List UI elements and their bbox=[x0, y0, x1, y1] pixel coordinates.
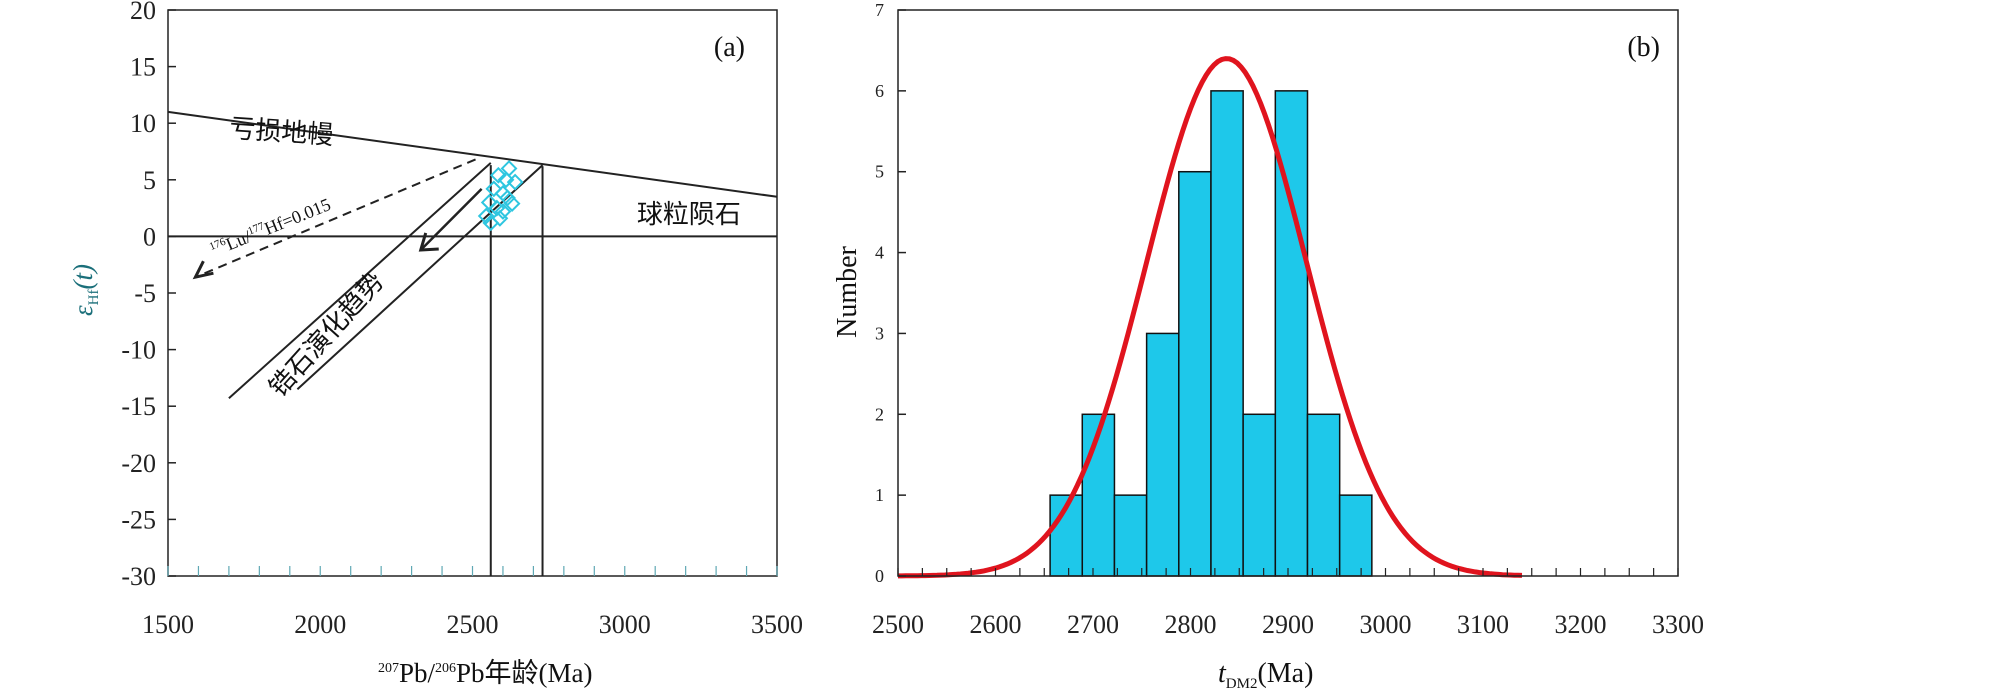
x-label-tail: (Ma) bbox=[1257, 658, 1313, 689]
zircon-band-left bbox=[228, 162, 492, 400]
lu-hf-tail: Hf=0.015 bbox=[261, 194, 333, 239]
data-point bbox=[506, 173, 524, 191]
x-label-main: t bbox=[1218, 658, 1227, 689]
y-tick-label: 5 bbox=[143, 166, 156, 195]
histogram-bar bbox=[1145, 332, 1180, 577]
y-tick-label: 6 bbox=[875, 81, 884, 101]
y-tick-label: 0 bbox=[875, 566, 884, 586]
histogram-bar bbox=[1081, 413, 1116, 577]
y-label-sub: Hf bbox=[86, 290, 102, 306]
data-point bbox=[494, 203, 512, 220]
panel-a-x-ticks: 1500 2000 2500 3000 3500 bbox=[142, 566, 803, 639]
x-label-mid1: Pb/ bbox=[399, 658, 436, 688]
y-tick-label: 2 bbox=[875, 404, 884, 424]
panel-b: 0 1 2 3 4 5 6 7 2500 2600 2700 2800 2900 3000 3100 320… bbox=[832, 0, 1704, 692]
histogram-bar bbox=[1306, 413, 1341, 577]
panel-a-x-label: 207Pb/206Pb年龄(Ma) bbox=[378, 658, 593, 688]
zircon-trend-label: 锆石演化趋势 bbox=[264, 267, 391, 403]
y-tick-label: -10 bbox=[121, 336, 156, 365]
y-tick-label: 7 bbox=[875, 0, 884, 20]
x-tick-label: 3100 bbox=[1457, 610, 1509, 639]
x-tick-label: 2800 bbox=[1165, 610, 1217, 639]
panel-a: 20 15 10 5 0 -5 -10 -15 -20 -25 -30 1500 2000 2500 30… bbox=[68, 0, 803, 688]
x-label-sup2: 206 bbox=[435, 661, 456, 676]
panel-b-x-label: tDM2(Ma) bbox=[1218, 658, 1313, 692]
histogram-bar bbox=[1338, 494, 1373, 577]
data-point bbox=[499, 189, 516, 207]
panel-b-bars bbox=[1049, 90, 1373, 577]
data-point bbox=[477, 207, 495, 225]
x-tick-label: 3500 bbox=[751, 610, 803, 639]
panel-b-x-ticks: 2500 2600 2700 2800 2900 3000 3100 3200 3300 bbox=[872, 568, 1704, 639]
panel-b-y-ticks: 0 1 2 3 4 5 6 7 bbox=[875, 0, 906, 586]
zircon-band-right bbox=[296, 164, 544, 390]
x-tick-label: 2700 bbox=[1067, 610, 1119, 639]
normal-fit-curve bbox=[898, 56, 1523, 579]
depleted-mantle-line bbox=[167, 110, 778, 198]
depleted-mantle-label: 亏损地幔 bbox=[228, 114, 334, 151]
x-tick-label: 2500 bbox=[447, 610, 499, 639]
lu-hf-sup2: 177 bbox=[246, 220, 266, 237]
panel-a-frame bbox=[167, 9, 778, 577]
panel-b-label: (b) bbox=[1627, 32, 1660, 63]
y-tick-label: -20 bbox=[121, 449, 156, 478]
panel-a-lines bbox=[167, 110, 778, 576]
x-tick-label: 3300 bbox=[1652, 610, 1704, 639]
histogram-bar bbox=[1178, 170, 1212, 577]
lu-hf-dashed-line bbox=[195, 158, 476, 279]
data-point bbox=[489, 166, 507, 184]
y-tick-label: 1 bbox=[875, 485, 884, 505]
x-tick-label: 2500 bbox=[872, 610, 924, 639]
x-label-sub: DM2 bbox=[1226, 676, 1258, 692]
data-point bbox=[494, 184, 512, 202]
x-tick-label: 3200 bbox=[1555, 610, 1607, 639]
y-label-main: ε bbox=[68, 305, 98, 316]
data-point bbox=[503, 195, 521, 212]
panel-b-y-label: Number bbox=[832, 245, 863, 337]
x-tick-label: 3000 bbox=[599, 610, 651, 639]
trend-arrowhead bbox=[418, 232, 439, 252]
y-tick-label: 5 bbox=[875, 162, 884, 182]
y-tick-label: 0 bbox=[143, 222, 156, 251]
y-tick-label: -25 bbox=[121, 505, 156, 534]
y-label-tail: (t) bbox=[68, 264, 98, 289]
data-point bbox=[497, 171, 515, 189]
data-point bbox=[500, 160, 518, 177]
x-tick-label: 2000 bbox=[294, 610, 346, 639]
data-point bbox=[480, 194, 498, 211]
y-tick-label: -15 bbox=[121, 392, 156, 421]
x-label-sup1: 207 bbox=[378, 661, 399, 676]
chondrite-label: 球粒陨石 bbox=[637, 200, 741, 230]
lu-hf-sup1: 176 bbox=[208, 236, 228, 253]
y-tick-label: 10 bbox=[130, 109, 156, 138]
panel-a-label: (a) bbox=[714, 32, 745, 63]
x-tick-label: 1500 bbox=[142, 610, 194, 639]
y-tick-label: 20 bbox=[130, 0, 156, 25]
x-tick-label: 2900 bbox=[1262, 610, 1314, 639]
data-point bbox=[485, 180, 503, 198]
panel-a-y-label: εHf(t) bbox=[68, 264, 102, 316]
y-tick-label: 15 bbox=[130, 53, 156, 82]
lu-hf-arrowhead bbox=[192, 260, 214, 280]
x-tick-label: 2600 bbox=[970, 610, 1022, 639]
panel-a-y-ticks: 20 15 10 5 0 -5 -10 -15 -20 -25 -30 bbox=[121, 0, 176, 591]
lu-hf-label: 176Lu/177Hf=0.015 bbox=[208, 194, 334, 260]
y-tick-label: 3 bbox=[875, 323, 884, 343]
panel-a-points bbox=[477, 160, 524, 232]
x-label-rest: Pb年龄(Ma) bbox=[456, 658, 593, 688]
trend-arrow-shaft bbox=[419, 187, 483, 251]
histogram-bar bbox=[1210, 90, 1244, 577]
y-tick-label: 4 bbox=[875, 243, 884, 263]
y-tick-label: -30 bbox=[121, 562, 156, 591]
y-tick-label: -5 bbox=[134, 279, 156, 308]
histogram-bar bbox=[1049, 494, 1084, 577]
histogram-bar bbox=[1113, 494, 1148, 577]
histogram-bar bbox=[1242, 413, 1277, 577]
x-tick-label: 3000 bbox=[1360, 610, 1412, 639]
